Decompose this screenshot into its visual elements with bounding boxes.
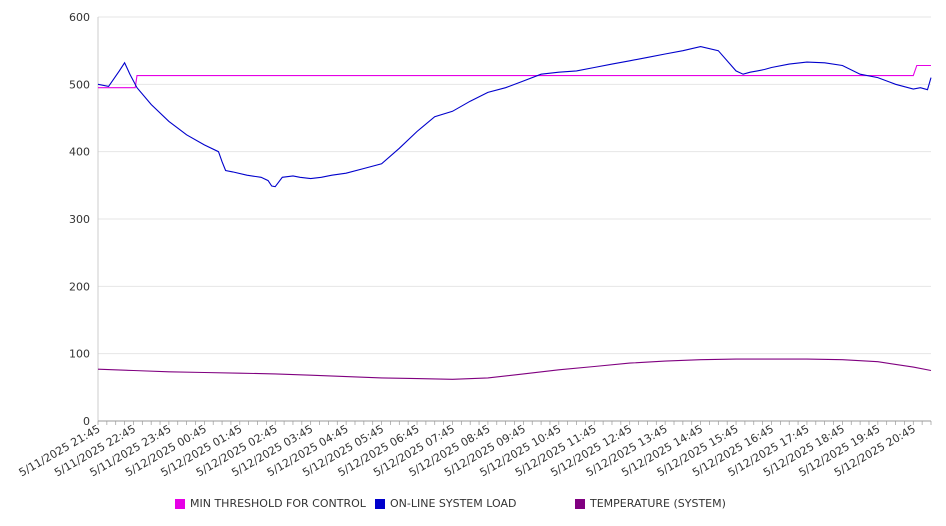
legend-swatch <box>375 498 385 509</box>
y-tick-label: 300 <box>69 213 90 226</box>
series-line <box>97 358 932 380</box>
legend-swatch <box>175 498 185 509</box>
legend-label: MIN THRESHOLD FOR CONTROL <box>190 497 366 510</box>
y-tick-label: 200 <box>69 280 90 293</box>
legend-item[interactable]: TEMPERATURE (SYSTEM) <box>575 497 726 510</box>
y-tick-label: 100 <box>69 348 90 361</box>
chart-legend: MIN THRESHOLD FOR CONTROL ON-LINE SYSTEM … <box>0 497 946 517</box>
y-tick-label: 400 <box>69 146 90 159</box>
series-line <box>98 64 931 89</box>
series-line <box>97 46 932 188</box>
y-tick-label: 0 <box>83 415 90 428</box>
legend-item[interactable]: ON-LINE SYSTEM LOAD <box>375 497 516 510</box>
y-tick-label: 600 <box>69 11 90 24</box>
y-tick-label: 500 <box>69 78 90 91</box>
legend-label: ON-LINE SYSTEM LOAD <box>390 497 517 510</box>
legend-label: TEMPERATURE (SYSTEM) <box>590 497 726 510</box>
legend-swatch <box>575 498 585 509</box>
legend-item[interactable]: MIN THRESHOLD FOR CONTROL <box>175 497 366 510</box>
